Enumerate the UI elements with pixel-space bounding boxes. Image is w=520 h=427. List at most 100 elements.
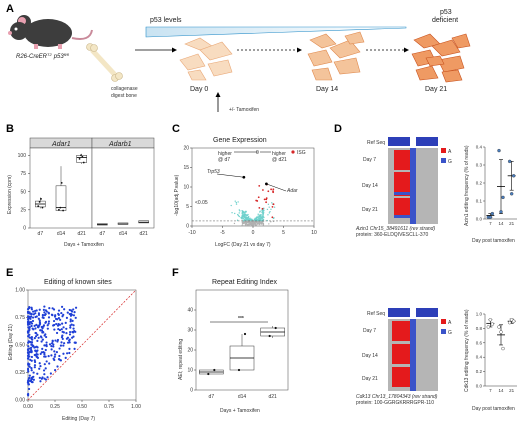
c-tick-label-y: 10	[183, 185, 189, 191]
e-scatter-point	[54, 369, 57, 372]
panel-f: F Repeat Editing Index d7 d14 d21 0 10 20 30 40…	[172, 267, 289, 414]
d2-day14-label: Day 14	[362, 353, 378, 359]
e-scatter-point	[30, 336, 34, 339]
e-tick-label-x: 0.50	[77, 404, 87, 410]
d-azin1-marks: 0.0 0.1 0.2 0.3 0.4 7 14 21	[476, 145, 517, 226]
dot-point	[507, 320, 512, 325]
e-scatter-point	[45, 335, 48, 339]
volcano-point-isg	[265, 201, 268, 204]
e-scatter-point	[39, 365, 42, 368]
b-tick-label-x: d21	[139, 231, 148, 237]
e-scatter-point	[55, 351, 58, 354]
e-scatter-point	[31, 327, 34, 330]
volcano-point-sig	[254, 217, 257, 219]
cells-day21	[411, 33, 471, 83]
volcano-point-sig	[231, 212, 233, 214]
box-point	[41, 206, 44, 209]
mouse-icon	[8, 15, 93, 49]
dot-point	[511, 319, 516, 323]
d-azin1-xlabel: Day post tamoxifen	[472, 238, 515, 244]
e-scatter-point	[73, 311, 76, 314]
volcano-point-sig	[263, 210, 265, 212]
d-day7-label: Day 7	[363, 157, 376, 163]
volcano-point-sig	[261, 215, 264, 217]
volcano-point-sig	[267, 214, 269, 216]
e-scatter-point	[46, 376, 49, 379]
volcano-point-ns	[248, 224, 250, 226]
e-scatter-point	[32, 310, 35, 313]
d2-legend-a-swatch	[441, 319, 446, 324]
f-tick-label-y: 20	[187, 348, 193, 354]
volcano-point-sig	[237, 213, 239, 216]
e-scatter-point	[33, 366, 36, 369]
e-scatter-point	[31, 376, 34, 379]
volcano-point-ns	[261, 220, 264, 223]
e-scatter-point	[41, 347, 44, 350]
c-zero-mark: 0	[256, 150, 259, 156]
e-scatter-point	[52, 343, 55, 346]
e-scatter-point	[27, 394, 30, 397]
e-scatter-point	[69, 318, 72, 321]
c-at-d21: @ d21	[272, 157, 287, 163]
f-box-point	[274, 326, 277, 330]
panel-c: C Gene Expression -10 -5 0 5 10 0 5 10 15 20 high…	[172, 123, 317, 248]
e-scatter-point	[34, 331, 37, 335]
e-scatter-point	[27, 357, 30, 360]
volcano-point-sig	[242, 213, 244, 215]
dot-point	[486, 325, 491, 329]
f-tick-label-y: 40	[187, 308, 193, 314]
e-scatter-point	[36, 346, 39, 349]
volcano-point-sig	[243, 211, 245, 214]
volcano-point-sig	[271, 202, 273, 204]
volcano-point-sig	[242, 217, 245, 219]
b-tick-label-y: 50	[20, 189, 26, 195]
dot-plot-tick-label-y: 0.8	[476, 326, 483, 331]
e-scatter-point	[44, 367, 47, 370]
volcano-point-isg	[271, 205, 274, 208]
d-day21-reads	[394, 198, 410, 218]
volcano-point-ns	[268, 223, 270, 225]
e-scatter-point	[44, 309, 47, 312]
d2-refseq-label: Ref Seq	[367, 311, 385, 317]
e-tick-label-y: 0.75	[15, 315, 25, 321]
e-scatter-point	[53, 328, 56, 331]
dot-point	[501, 195, 505, 200]
volcano-point-sig	[262, 212, 264, 214]
dot-point	[488, 318, 493, 322]
d2-legend-g: G	[448, 330, 452, 336]
e-scatter-point	[27, 330, 30, 334]
e-scatter-point	[62, 313, 65, 316]
f-box-marks	[199, 326, 285, 376]
volcano-point-sig	[258, 217, 261, 220]
deficient-label: deficient	[432, 17, 458, 24]
volcano-point-sig	[235, 203, 238, 205]
e-scatter-point	[63, 342, 66, 345]
e-scatter-point	[39, 380, 42, 383]
d2-legend-a: A	[448, 320, 452, 326]
volcano-point-ns	[255, 221, 257, 223]
e-scatter-point	[33, 336, 36, 340]
e-scatter-point	[52, 345, 55, 348]
e-scatter-point	[71, 336, 74, 339]
b-tick-label-x: d21	[77, 231, 86, 237]
f-ylabel: AEI; repeat editing	[178, 339, 184, 380]
b-tick-label-y: 100	[18, 153, 27, 159]
e-scatter-point	[38, 323, 42, 326]
trp53-callout	[216, 173, 244, 178]
e-scatter-point	[40, 377, 43, 380]
volcano-point-ns	[258, 222, 260, 224]
mouse-genotype-label: R26-CreERT2 p53fl/fl	[16, 52, 69, 60]
d-cdk13-marks: 0.0 0.2 0.4 0.6 0.8 1.0 7 14 21	[476, 312, 517, 393]
volcano-point-sig	[237, 201, 239, 203]
adar-callout	[266, 183, 287, 192]
e-scatter-point	[69, 314, 73, 317]
panel-f-label: F	[172, 267, 179, 279]
dot-point	[490, 322, 495, 326]
volcano-point-ns	[248, 222, 251, 224]
f-tick-label-x: d14	[238, 394, 247, 400]
panel-a-label: A	[6, 3, 14, 15]
volcano-point-isg	[258, 184, 261, 187]
volcano-point-ns	[249, 221, 252, 224]
d-refseq-site	[410, 137, 416, 146]
